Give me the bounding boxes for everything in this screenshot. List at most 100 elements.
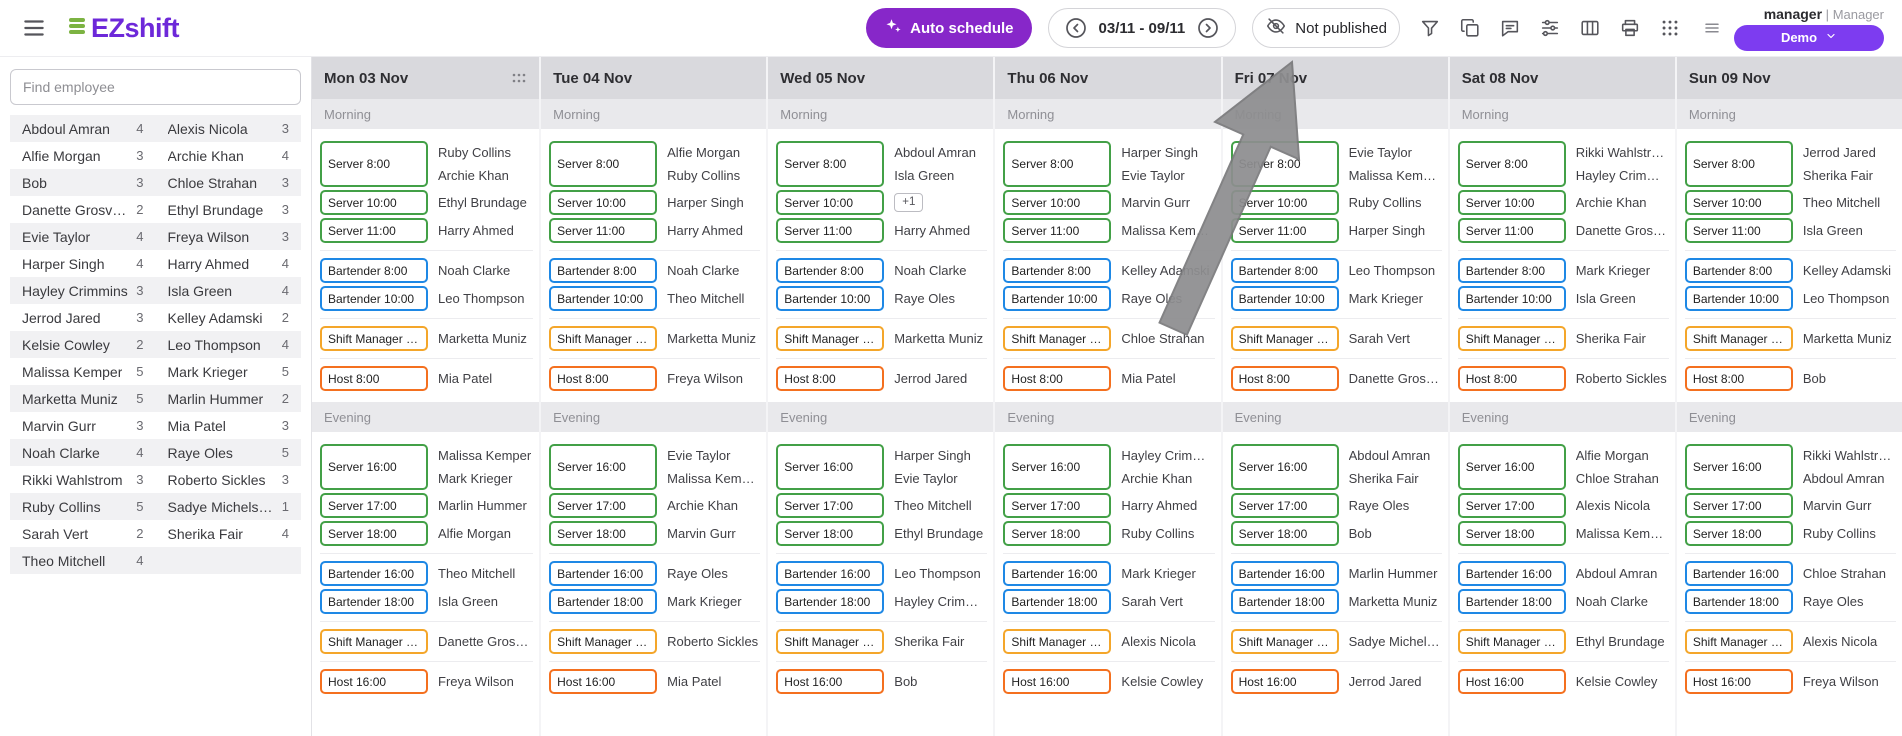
shift-card[interactable]: Bartender 8:00 (1230, 258, 1339, 283)
shift-card[interactable]: Bartender 16:00 (549, 561, 658, 586)
shift-card[interactable]: Shift Manager 16:00 (1457, 629, 1566, 654)
shift-employee-name[interactable]: Alexis Nicola (1575, 498, 1651, 513)
shift-employee-name[interactable]: Leo Thompson (894, 566, 981, 581)
shift-card[interactable]: Host 16:00 (1684, 669, 1793, 694)
copy-icon[interactable] (1456, 14, 1484, 42)
employee-item[interactable]: Marvin Gurr 3 (10, 412, 156, 439)
shift-card[interactable]: Server 18:00 (1684, 521, 1793, 546)
shift-card[interactable]: Server 11:00 (1003, 218, 1112, 243)
user-menu-icon[interactable] (1700, 16, 1724, 40)
employee-item[interactable]: Freya Wilson 3 (156, 223, 302, 250)
account-dropdown[interactable]: Demo (1734, 24, 1884, 51)
shift-card[interactable]: Bartender 10:00 (1230, 286, 1339, 311)
shift-employee-name[interactable]: Theo Mitchell (894, 498, 972, 513)
shift-employee-name[interactable]: Abdoul Amran (1802, 471, 1885, 486)
shift-card[interactable]: Server 16:00 (776, 444, 885, 490)
shift-employee-name[interactable]: Mia Patel (1121, 371, 1176, 386)
shift-employee-name[interactable]: Ethyl Brundage (438, 195, 527, 210)
shift-employee-name[interactable]: Danette Grosvenor (438, 634, 533, 649)
shift-card[interactable]: Shift Manager 8:00 (776, 326, 885, 351)
shift-card[interactable]: Server 8:00 (1457, 141, 1566, 187)
employee-item[interactable]: Harper Singh 4 (10, 250, 156, 277)
shift-card[interactable]: Host 8:00 (1230, 366, 1339, 391)
shift-employee-name[interactable]: Rikki Wahlstrom (1575, 145, 1669, 160)
shift-employee-name[interactable]: Noah Clarke (1575, 594, 1648, 609)
shift-card[interactable]: Bartender 10:00 (776, 286, 885, 311)
shift-employee-name[interactable]: Evie Taylor (1348, 145, 1412, 160)
shift-employee-name[interactable]: Kelley Adamski (1121, 263, 1210, 278)
shift-employee-name[interactable]: Chloe Strahan (1121, 331, 1205, 346)
shift-employee-name[interactable]: Sadye Michelson (1348, 634, 1442, 649)
shift-card[interactable]: Server 18:00 (776, 521, 885, 546)
shift-employee-name[interactable]: Kelsie Cowley (1121, 674, 1204, 689)
shift-employee-name[interactable]: Harry Ahmed (1121, 498, 1198, 513)
shift-card[interactable]: Host 16:00 (776, 669, 885, 694)
shift-card[interactable]: Server 8:00 (549, 141, 658, 187)
shift-card[interactable]: Host 8:00 (1684, 366, 1793, 391)
filter-icon[interactable] (1416, 14, 1444, 42)
shift-card[interactable]: Bartender 8:00 (1684, 258, 1793, 283)
employee-item[interactable]: Leo Thompson 4 (156, 331, 302, 358)
shift-employee-name[interactable]: Evie Taylor (667, 448, 731, 463)
shift-employee-name[interactable]: Mark Krieger (667, 594, 742, 609)
shift-employee-name[interactable]: Archie Khan (438, 168, 509, 183)
shift-card[interactable]: Server 11:00 (1457, 218, 1566, 243)
shift-employee-name[interactable]: Alfie Morgan (438, 526, 511, 541)
employee-item[interactable]: Chloe Strahan 3 (156, 169, 302, 196)
menu-icon[interactable] (18, 12, 50, 44)
shift-card[interactable]: Bartender 16:00 (776, 561, 885, 586)
shift-card[interactable]: Shift Manager 8:00 (320, 326, 428, 351)
shift-employee-name[interactable]: Jerrod Jared (1348, 674, 1422, 689)
shift-employee-name[interactable]: Raye Oles (1348, 498, 1410, 513)
employee-item[interactable]: Hayley Crimmins 3 (10, 277, 156, 304)
employee-item[interactable]: Jerrod Jared 3 (10, 304, 156, 331)
shift-card[interactable]: Server 11:00 (320, 218, 428, 243)
shift-employee-name[interactable]: Mark Krieger (1348, 291, 1423, 306)
shift-card[interactable]: Shift Manager 16:00 (776, 629, 885, 654)
shift-card[interactable]: Bartender 8:00 (549, 258, 658, 283)
employee-item[interactable]: Marketta Muniz 5 (10, 385, 156, 412)
employee-item[interactable]: Ruby Collins 5 (10, 493, 156, 520)
employee-item[interactable]: Marlin Hummer 2 (156, 385, 302, 412)
shift-card[interactable]: Bartender 16:00 (1457, 561, 1566, 586)
shift-card[interactable]: Host 16:00 (320, 669, 428, 694)
shift-employee-name[interactable]: Malissa Kemper (1348, 168, 1442, 183)
shift-employee-name[interactable]: Leo Thompson (1802, 291, 1890, 306)
shift-employee-name[interactable]: Mia Patel (438, 371, 493, 386)
shift-card[interactable]: Shift Manager 16:00 (1003, 629, 1112, 654)
shift-card[interactable]: Bartender 8:00 (1003, 258, 1112, 283)
shift-employee-name[interactable]: Isla Green (1802, 223, 1863, 238)
shift-card[interactable]: Bartender 18:00 (1457, 589, 1566, 614)
shift-card[interactable]: Server 11:00 (776, 218, 885, 243)
shift-employee-name[interactable]: Alexis Nicola (1121, 634, 1196, 649)
shift-employee-name[interactable]: Marketta Muniz (1348, 594, 1438, 609)
employee-item[interactable]: Abdoul Amran 4 (10, 115, 156, 142)
employee-item[interactable]: Sherika Fair 4 (156, 520, 302, 547)
shift-card[interactable]: Bartender 18:00 (549, 589, 658, 614)
shift-card[interactable]: Shift Manager 8:00 (1684, 326, 1793, 351)
employee-item[interactable]: Kelsie Cowley 2 (10, 331, 156, 358)
shift-employee-name[interactable]: Sherika Fair (1802, 168, 1873, 183)
employee-item[interactable]: Mark Krieger 5 (156, 358, 302, 385)
shift-employee-name[interactable]: Leo Thompson (438, 291, 525, 306)
employee-item[interactable]: Alfie Morgan 3 (10, 142, 156, 169)
employee-item[interactable]: Isla Green 4 (156, 277, 302, 304)
shift-card[interactable]: Server 8:00 (1003, 141, 1112, 187)
shift-employee-name[interactable]: Theo Mitchell (667, 291, 745, 306)
employee-item[interactable]: Evie Taylor 4 (10, 223, 156, 250)
shift-card[interactable]: Server 10:00 (1457, 190, 1566, 215)
shift-card[interactable]: Bartender 16:00 (1003, 561, 1112, 586)
shift-card[interactable]: Server 10:00 (1230, 190, 1339, 215)
shift-employee-name[interactable]: Malissa Kemper (1575, 526, 1669, 541)
shift-employee-name[interactable]: Ruby Collins (1348, 195, 1422, 210)
filter-sliders-icon[interactable] (1536, 14, 1564, 42)
shift-employee-name[interactable]: Alfie Morgan (1575, 448, 1649, 463)
shift-card[interactable]: Bartender 18:00 (1684, 589, 1793, 614)
shift-employee-name[interactable]: Marlin Hummer (438, 498, 527, 513)
shift-employee-name[interactable]: Raye Oles (1121, 291, 1183, 306)
shift-employee-name[interactable]: Noah Clarke (438, 263, 511, 278)
shift-employee-name[interactable]: Kelsie Cowley (1575, 674, 1658, 689)
shift-employee-name[interactable]: Freya Wilson (438, 674, 514, 689)
shift-card[interactable]: Host 16:00 (1230, 669, 1339, 694)
shift-employee-name[interactable]: Alexis Nicola (1802, 634, 1878, 649)
